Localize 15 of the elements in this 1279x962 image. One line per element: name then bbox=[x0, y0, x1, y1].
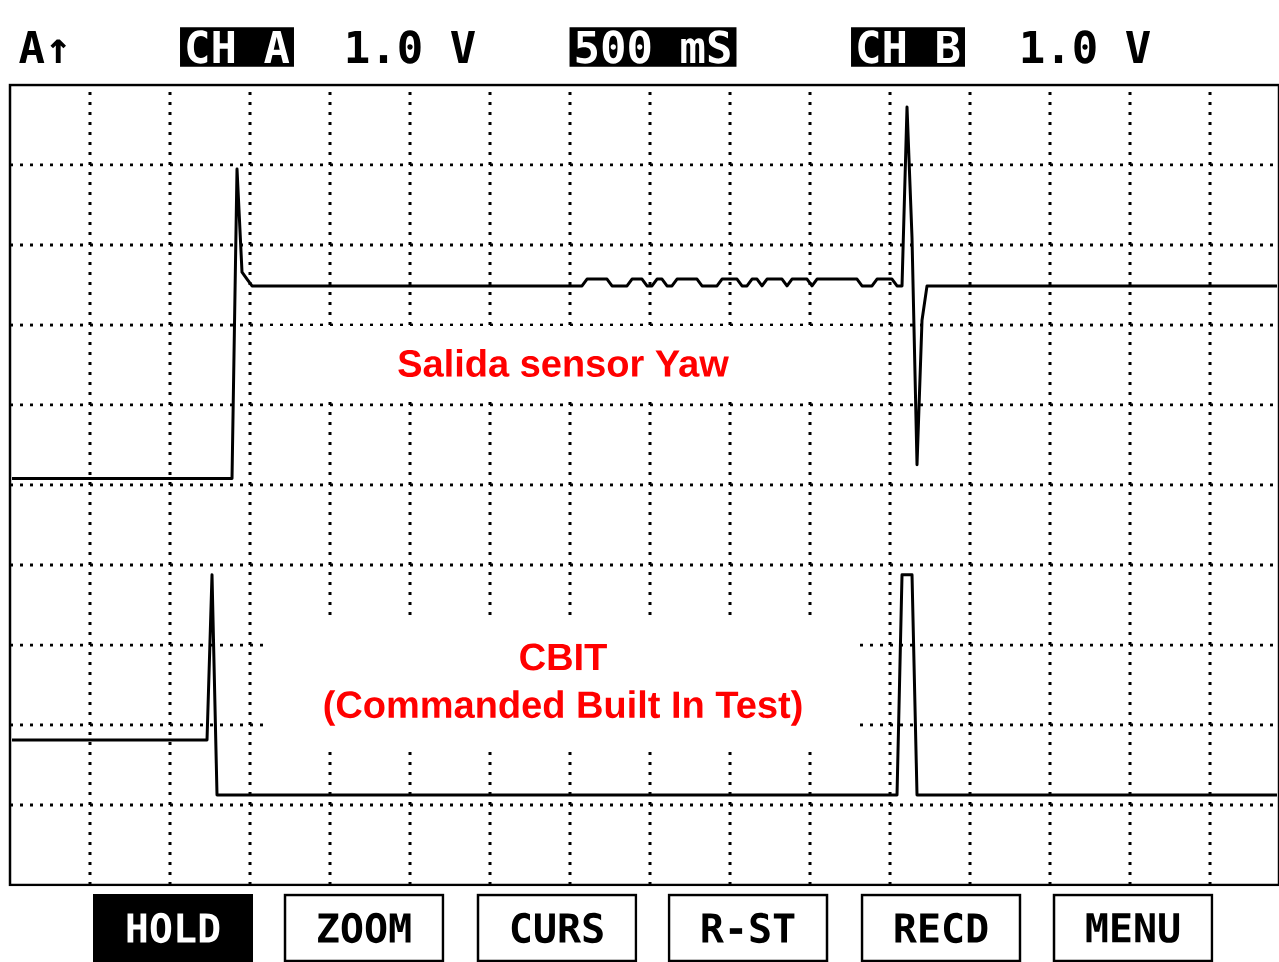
text: ZOOM bbox=[318, 912, 411, 944]
text: RECD bbox=[895, 912, 988, 944]
text: HOLD bbox=[127, 912, 220, 944]
text: 500 mS bbox=[576, 30, 730, 64]
text: 1.0 V bbox=[1022, 30, 1150, 64]
text: 1.0 V bbox=[347, 30, 475, 64]
text: MENU bbox=[1086, 913, 1180, 943]
text: R-ST bbox=[702, 912, 795, 944]
text: CH B bbox=[858, 30, 960, 64]
annotation: Salida sensor Yaw bbox=[398, 349, 729, 377]
annotation: CBIT bbox=[520, 643, 607, 671]
annotation: (Commanded Built In Test) bbox=[324, 690, 802, 726]
text: CURS bbox=[511, 912, 603, 944]
text: A↑ bbox=[19, 30, 66, 64]
text: CH A bbox=[187, 30, 290, 64]
